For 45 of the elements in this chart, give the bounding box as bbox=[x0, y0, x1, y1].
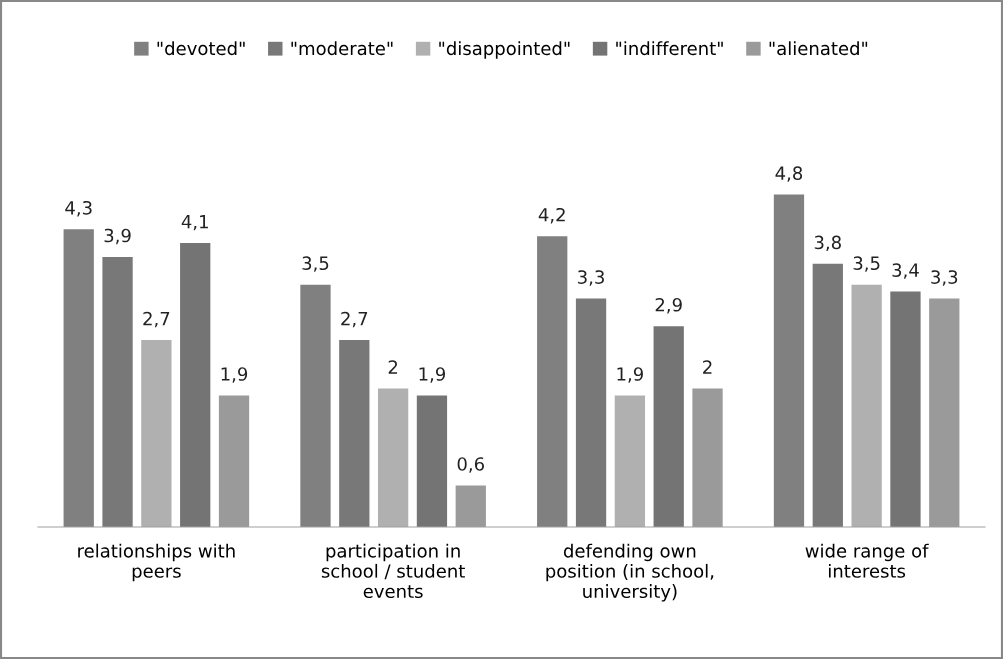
bar bbox=[300, 284, 331, 527]
data-label: 2,7 bbox=[143, 311, 170, 328]
x-tick-label: defending own position (in school, university) bbox=[546, 543, 714, 602]
bar bbox=[180, 243, 211, 527]
bar bbox=[812, 263, 843, 527]
data-label: 0,6 bbox=[457, 457, 484, 473]
data-label: 1,9 bbox=[419, 367, 446, 383]
legend-label: "disappointed" bbox=[439, 41, 570, 59]
data-label: 3,5 bbox=[853, 256, 880, 272]
bar bbox=[653, 326, 684, 527]
data-label: 3,9 bbox=[104, 228, 131, 245]
data-label: 2 bbox=[703, 360, 712, 374]
data-label: 3,3 bbox=[578, 270, 604, 286]
data-label: 3,4 bbox=[892, 263, 919, 279]
data-label: 2,7 bbox=[341, 311, 368, 328]
legend-label: "devoted" bbox=[157, 41, 245, 56]
x-tick-label: wide range of interests bbox=[805, 543, 929, 578]
data-label: 1,9 bbox=[617, 367, 643, 383]
data-label: 4,2 bbox=[538, 207, 565, 224]
data-label: 4,1 bbox=[181, 215, 208, 231]
bar bbox=[575, 298, 607, 527]
bar bbox=[102, 256, 133, 527]
bar bbox=[890, 291, 921, 527]
bar bbox=[339, 340, 370, 527]
x-tick-label: relationships with peers bbox=[78, 543, 235, 582]
data-label: 4,8 bbox=[775, 166, 803, 182]
data-label: 3,5 bbox=[302, 256, 329, 272]
data-label: 2,9 bbox=[655, 297, 682, 314]
data-label: 2 bbox=[388, 360, 398, 374]
bar bbox=[773, 194, 805, 527]
x-tick-label: participation in school / student events bbox=[321, 543, 465, 599]
legend-label: "moderate" bbox=[291, 41, 393, 56]
bar bbox=[537, 236, 568, 527]
data-label: 1,9 bbox=[221, 367, 248, 383]
legend-label: "indifferent" bbox=[616, 41, 723, 56]
legend-label: "alienated" bbox=[769, 41, 868, 56]
bar bbox=[63, 229, 94, 527]
bar bbox=[614, 395, 646, 527]
bar bbox=[141, 340, 172, 527]
bar bbox=[416, 395, 448, 527]
data-label: 3,8 bbox=[814, 235, 841, 252]
data-label: 3,3 bbox=[931, 270, 958, 286]
bar bbox=[851, 284, 882, 527]
bar bbox=[377, 388, 409, 527]
data-label: 4,3 bbox=[65, 200, 92, 217]
